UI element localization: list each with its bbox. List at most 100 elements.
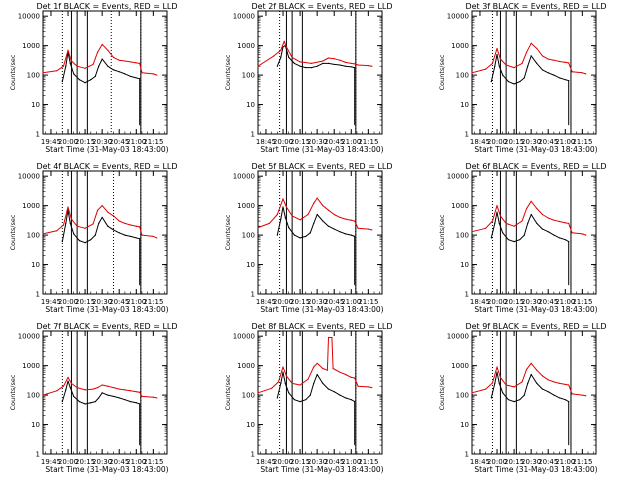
lld-data-point — [344, 61, 347, 63]
lld-data-point — [97, 386, 99, 389]
events-data-point — [558, 77, 561, 79]
lld-data-point — [339, 216, 341, 218]
events-data-point — [541, 69, 544, 71]
lld-data-point — [496, 205, 498, 207]
events-data-point — [293, 234, 296, 236]
lld-data-point — [526, 368, 528, 370]
events-data-point — [280, 382, 282, 384]
x-tick-label: 21:00 — [341, 138, 361, 146]
events-data-point — [494, 65, 496, 67]
y-axis-label: Counts/sec — [438, 54, 446, 90]
lld-data-point — [568, 384, 570, 386]
x-tick-label: 20:15 — [504, 458, 524, 466]
y-tick-label: 1 — [36, 451, 40, 459]
lld-data-point — [322, 205, 324, 207]
events-data-point — [527, 382, 529, 384]
lld-data-point — [327, 57, 330, 59]
events-data-point — [94, 401, 96, 403]
x-tick-label: 21:15 — [358, 458, 378, 466]
lld-data-point — [70, 60, 73, 62]
lld-data-point — [276, 213, 278, 216]
events-data-point — [299, 65, 301, 67]
y-tick-label: 100 — [242, 232, 255, 240]
y-tick-label: 10000 — [233, 173, 255, 181]
lld-data-point — [581, 394, 583, 396]
events-data-point — [112, 229, 115, 231]
y-tick-label: 10 — [246, 261, 255, 269]
events-data-point — [129, 401, 132, 403]
series-lld-line — [257, 40, 372, 67]
lld-data-point — [491, 220, 494, 222]
lld-data-point — [581, 72, 583, 74]
lld-data-point — [152, 396, 154, 398]
events-data-point — [350, 66, 352, 68]
lld-data-point — [67, 206, 69, 208]
events-data-point — [344, 65, 347, 67]
events-data-point — [519, 399, 521, 401]
events-data-point — [90, 79, 92, 81]
events-data-point — [98, 222, 100, 224]
lld-data-point — [62, 65, 65, 67]
events-data-point — [299, 401, 301, 403]
y-tick-label: 100 — [456, 72, 469, 80]
events-data-point — [490, 81, 492, 83]
events-data-point — [65, 65, 67, 67]
x-axis-label: Start Time (31-May-03 18:43:00) — [474, 305, 597, 314]
x-tick-label: 21:00 — [126, 298, 146, 306]
lld-data-point — [513, 225, 515, 227]
x-tick-label: 21:15 — [572, 138, 592, 146]
y-tick-label: 10 — [460, 421, 469, 429]
events-data-point — [73, 395, 75, 398]
x-tick-label: 20:30 — [307, 458, 327, 466]
events-data-point — [69, 386, 71, 389]
lld-data-point — [156, 237, 158, 239]
lld-data-point — [367, 65, 369, 67]
x-tick-label: 20:00 — [273, 298, 293, 306]
x-axis-label: Start Time (31-May-03 18:43:00) — [260, 465, 383, 474]
lld-data-point — [541, 213, 544, 216]
y-tick-label: 100 — [242, 72, 255, 80]
lld-data-point — [491, 382, 494, 384]
panel-title: Det 4f BLACK = Events, RED = LLD — [36, 162, 177, 171]
lld-data-point — [581, 233, 583, 235]
x-tick-label: 20:45 — [109, 138, 129, 146]
events-data-point — [61, 241, 63, 243]
x-tick-label: 20:00 — [273, 138, 293, 146]
events-data-point — [67, 380, 69, 382]
x-tick-label: 20:30 — [92, 298, 112, 306]
x-tick-label: 21:15 — [143, 138, 163, 146]
x-tick-label: 20:45 — [538, 298, 558, 306]
events-data-point — [280, 56, 282, 58]
events-data-point — [135, 402, 137, 404]
x-tick-label: 20:00 — [273, 458, 293, 466]
x-axis-label: Start Time (31-May-03 18:43:00) — [45, 145, 168, 154]
y-axis-label: Counts/sec — [438, 374, 446, 410]
series-lld-line — [257, 197, 372, 231]
events-data-point — [339, 394, 341, 396]
events-data-point — [112, 395, 115, 398]
events-data-point — [327, 388, 330, 390]
events-data-point — [73, 73, 75, 75]
lld-data-point — [505, 64, 507, 66]
lld-data-point — [76, 386, 78, 389]
panel-title: Det 5f BLACK = Events, RED = LLD — [251, 162, 392, 171]
lld-data-point — [585, 395, 587, 397]
events-data-point — [523, 77, 525, 79]
x-tick-label: 20:30 — [92, 458, 112, 466]
x-tick-label: 21:15 — [358, 298, 378, 306]
lld-data-point — [547, 217, 549, 219]
events-data-point — [553, 74, 555, 76]
lld-data-point — [67, 49, 69, 51]
events-data-point — [94, 234, 96, 236]
lld-data-point — [135, 225, 137, 227]
events-data-point — [547, 231, 549, 233]
events-data-point — [344, 233, 347, 235]
lld-data-point — [496, 47, 498, 50]
x-tick-label: 20:45 — [324, 458, 344, 466]
lld-data-point — [70, 218, 73, 220]
lld-data-point — [367, 228, 369, 230]
y-tick-label: 1 — [465, 131, 469, 139]
lld-data-point — [291, 215, 293, 217]
x-tick-label: 20:15 — [504, 138, 524, 146]
x-tick-label: 20:45 — [109, 298, 129, 306]
